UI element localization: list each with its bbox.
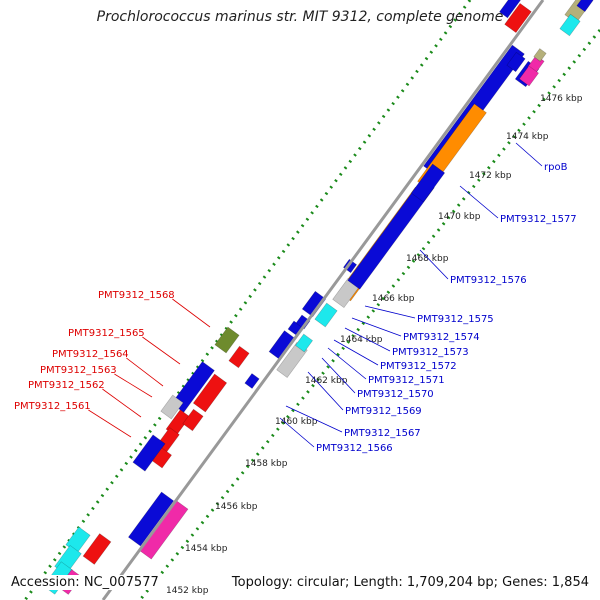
- gene-feature-cyan: [295, 333, 313, 353]
- kbp-tick-label: 1468 kbp: [406, 254, 449, 264]
- gene-label: PMT9312_1571: [368, 375, 445, 386]
- gene-label-left: PMT9312_1565: [68, 328, 145, 339]
- gene-leader-line: [344, 327, 391, 352]
- kbp-tick-label: 1458 kbp: [245, 459, 288, 469]
- genome-title: Prochlorococcus marinus str. MIT 9312, c…: [96, 9, 504, 25]
- gene-leader-line: [419, 249, 449, 280]
- gene-label-left: PMT9312_1562: [28, 380, 105, 391]
- gene-feature-blue: [127, 491, 175, 547]
- gene-leader-line: [172, 298, 211, 328]
- gene-label: PMT9312_1577: [500, 214, 577, 225]
- kbp-tick-label: 1462 kbp: [305, 376, 348, 386]
- gene-leader-line: [364, 305, 416, 319]
- gene-label: PMT9312_1567: [344, 428, 421, 439]
- gene-feature-red: [82, 533, 112, 565]
- gene-leader-line: [307, 371, 344, 411]
- gene-feature-blue: [295, 314, 311, 330]
- gene-feature-red: [504, 2, 532, 34]
- gene-feature-pink: [519, 65, 539, 87]
- gene-feature-blue: [576, 0, 594, 13]
- kbp-tick-label: 1466 kbp: [372, 294, 415, 304]
- gene-leader-line: [285, 405, 343, 433]
- outer-tick-rail: [138, 29, 600, 600]
- gene-label: PMT9312_1566: [316, 443, 393, 454]
- gene-feature-red: [228, 345, 250, 369]
- gene-feature-red: [152, 447, 172, 469]
- gene-label: PMT9312_1569: [345, 406, 422, 417]
- gene-label: PMT9312_1570: [357, 389, 434, 400]
- gene-feature-red: [192, 373, 228, 413]
- gene-feature-blue: [506, 51, 526, 73]
- kbp-tick-label: 1476 kbp: [540, 94, 583, 104]
- gene-feature-cyan: [559, 13, 581, 37]
- gene-feature-blue: [301, 290, 327, 318]
- gene-leader-line: [351, 317, 402, 337]
- gene-feature-khaki: [533, 48, 547, 62]
- gene-feature-blue: [244, 373, 260, 389]
- kbp-tick-label: 1452 kbp: [166, 586, 209, 596]
- gene-label: PMT9312_1574: [403, 332, 480, 343]
- gene-label: PMT9312_1572: [380, 361, 457, 372]
- gene-feature-blue: [410, 163, 446, 203]
- gene-leader-line: [321, 357, 356, 394]
- gene-leader-line: [515, 142, 543, 167]
- kbp-tick-label: 1454 kbp: [185, 544, 228, 554]
- gene-label-left: PMT9312_1561: [14, 401, 91, 412]
- gene-label-left: PMT9312_1564: [52, 349, 129, 360]
- gene-label-left: PMT9312_1568: [98, 290, 175, 301]
- gene-feature-cyan: [314, 302, 338, 328]
- gene-leader-line: [102, 388, 142, 418]
- gene-leader-line: [327, 347, 367, 380]
- gene-leader-line: [333, 339, 379, 366]
- kbp-tick-label: 1470 kbp: [438, 212, 481, 222]
- gene-label: rpoB: [544, 162, 568, 173]
- topology-text: Topology: circular; Length: 1,709,204 bp…: [229, 575, 591, 590]
- gene-feature-blue: [499, 0, 521, 19]
- gene-label: PMT9312_1575: [417, 314, 494, 325]
- kbp-tick-label: 1456 kbp: [215, 502, 258, 512]
- kbp-tick-label: 1460 kbp: [275, 417, 318, 427]
- gene-label: PMT9312_1576: [450, 275, 527, 286]
- gene-leader-line: [114, 373, 153, 398]
- genome-backbone: [101, 0, 545, 600]
- accession-text: Accession: NC_007577: [9, 575, 161, 590]
- gene-leader-line: [88, 409, 132, 438]
- kbp-tick-label: 1472 kbp: [469, 171, 512, 181]
- gene-leader-line: [459, 185, 499, 219]
- gene-leader-line: [142, 336, 181, 365]
- gene-leader-line: [279, 417, 315, 448]
- kbp-tick-label: 1464 kbp: [340, 335, 383, 345]
- gene-leader-line: [126, 357, 164, 387]
- gene-feature-red: [182, 408, 204, 432]
- kbp-tick-label: 1474 kbp: [506, 132, 549, 142]
- gene-feature-olive: [214, 326, 240, 354]
- gene-label: PMT9312_1573: [392, 347, 469, 358]
- gene-label-left: PMT9312_1563: [40, 365, 117, 376]
- gene-feature-gray: [160, 394, 184, 420]
